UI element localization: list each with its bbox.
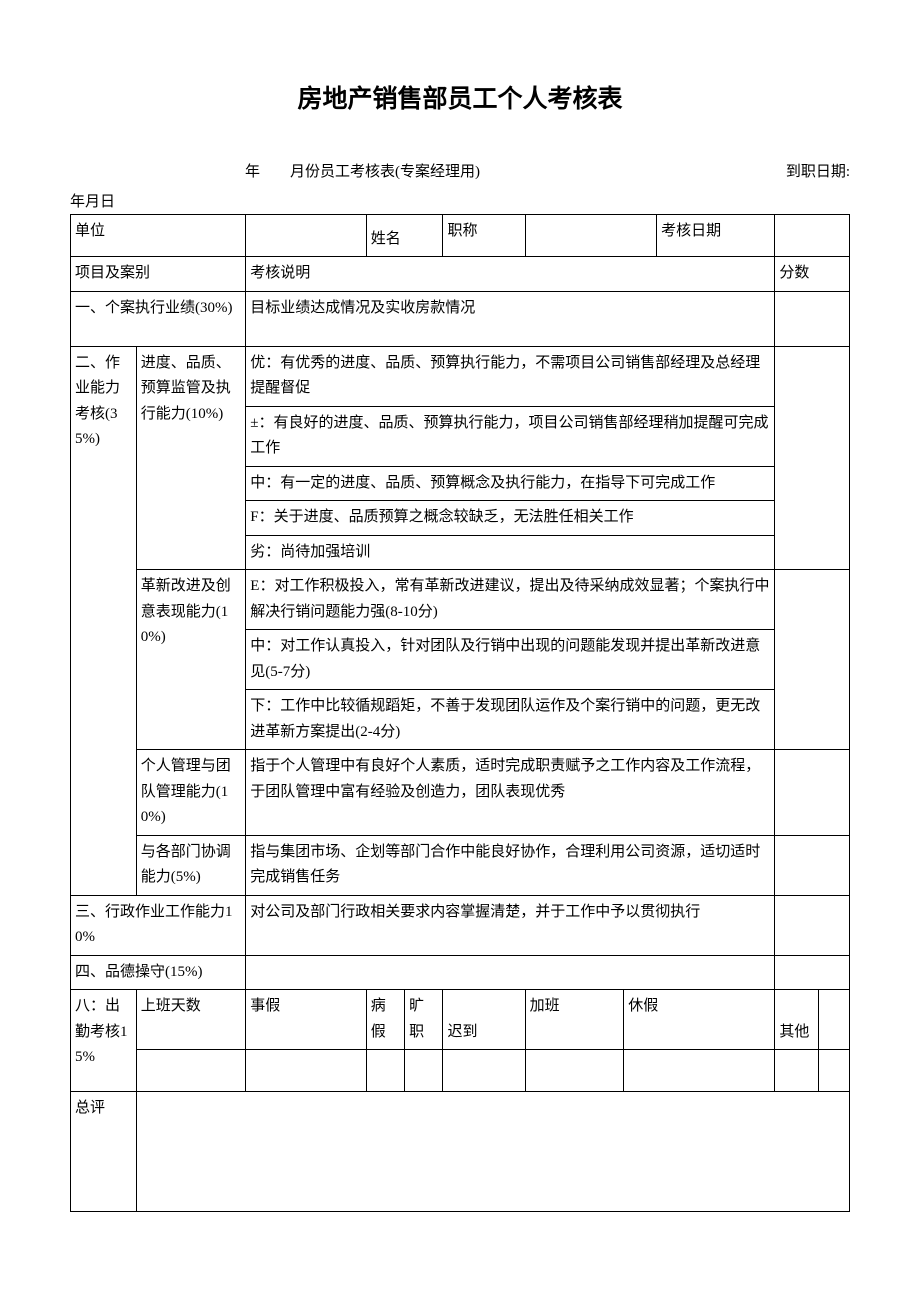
summary-content [136,1092,849,1212]
section1-score [775,291,850,346]
section5-absence: 旷职 [405,990,443,1050]
section5-workdays-val [136,1050,246,1092]
section1-desc: 目标业绩达成情况及实收房款情况 [246,291,775,346]
table-row: 革新改进及创意表现能力(10%) E：对工作积极投入，常有革新改进建议，提出及待… [71,570,850,630]
section2-label: 二、作业能力考核(35%) [71,346,137,895]
table-row: 总评 [71,1092,850,1212]
table-row: 个人管理与团队管理能力(10%) 指于个人管理中有良好个人素质，适时完成职责赋予… [71,750,850,836]
section2-row1-c: 中：有一定的进度、品质、预算概念及执行能力，在指导下可完成工作 [246,466,775,501]
table-row: 二、作业能力考核(35%) 进度、品质、预算监管及执行能力(10%) 优：有优秀… [71,346,850,406]
section2-row1-d: F：关于进度、品质预算之概念较缺乏，无法胜任相关工作 [246,501,775,536]
header-eval-date: 考核日期 [657,215,775,257]
section4-desc [246,955,775,990]
section1-label: 一、个案执行业绩(30%) [71,291,246,346]
evaluation-table: 单位 姓名 职称 考核日期 项目及案别 考核说明 分数 一、个案执行业绩(30%… [70,214,850,1212]
section5-absence-val [405,1050,443,1092]
section5-sick-leave-val [366,1050,404,1092]
summary-label: 总评 [71,1092,137,1212]
table-row: 与各部门协调能力(5%) 指与集团市场、企划等部门合作中能良好协作，合理利用公司… [71,835,850,895]
section5-spare [819,990,850,1050]
table-row: 四、品德操守(15%) [71,955,850,990]
section5-overtime: 加班 [525,990,624,1050]
section2-row1-b: ±：有良好的进度、品质、预算执行能力，项目公司销售部经理稍加提醒可完成工作 [246,406,775,466]
section2-row3-label: 个人管理与团队管理能力(10%) [136,750,246,836]
table-row: 八：出勤考核15% 上班天数 事假 病假 旷职 迟到 加班 休假 其他 [71,990,850,1050]
section5-other-val [775,1050,819,1092]
section3-label: 三、行政作业工作能力10% [71,895,246,955]
section5-sick-leave: 病假 [366,990,404,1050]
section2-row1-label: 进度、品质、预算监管及执行能力(10%) [136,346,246,570]
table-row: 单位 姓名 职称 考核日期 [71,215,850,257]
section2-row2-label: 革新改进及创意表现能力(10%) [136,570,246,750]
section5-workdays: 上班天数 [136,990,246,1050]
table-row: 三、行政作业工作能力10% 对公司及部门行政相关要求内容掌握清楚，并于工作中予以… [71,895,850,955]
section5-label: 八：出勤考核15% [71,990,137,1092]
section2-row1-score [775,346,850,570]
section3-score [775,895,850,955]
section5-late-val [443,1050,525,1092]
section2-row1-a: 优：有优秀的进度、品质、预算执行能力，不需项目公司销售部经理及总经理提醒督促 [246,346,775,406]
ymd-line: 年月日 [70,190,850,214]
section5-vacation: 休假 [624,990,775,1050]
section5-personal-leave-val [246,1050,367,1092]
section2-row4-label: 与各部门协调能力(5%) [136,835,246,895]
section3-desc: 对公司及部门行政相关要求内容掌握清楚，并于工作中予以贯彻执行 [246,895,775,955]
subtitle-right: 到职日期: [786,160,850,184]
section5-late: 迟到 [443,990,525,1050]
section2-row2-c: 下：工作中比较循规蹈矩，不善于发现团队运作及个案行销中的问题，更无改进革新方案提… [246,690,775,750]
section2-row1-e: 劣：尚待加强培训 [246,535,775,570]
table-row: 项目及案别 考核说明 分数 [71,257,850,292]
header-project-case: 项目及案别 [71,257,246,292]
page-title: 房地产销售部员工个人考核表 [70,80,850,120]
section5-other: 其他 [775,990,819,1050]
section2-row3-score [775,750,850,836]
section2-row4-a: 指与集团市场、企划等部门合作中能良好协作，合理利用公司资源，适切适时完成销售任务 [246,835,775,895]
header-position-value [525,215,656,257]
subtitle-left: 年 月份员工考核表(专案经理用) [245,160,480,184]
header-score: 分数 [775,257,850,292]
header-unit-value [246,215,367,257]
section5-overtime-val [525,1050,624,1092]
section2-row2-a: E：对工作积极投入，常有革新改进建议，提出及待采纳成效显著；个案执行中解决行销问… [246,570,775,630]
header-unit: 单位 [71,215,246,257]
subtitle-row: 年 月份员工考核表(专案经理用) 到职日期: [70,160,850,184]
section5-vacation-val [624,1050,775,1092]
section2-row3-a: 指于个人管理中有良好个人素质，适时完成职责赋予之工作内容及工作流程，于团队管理中… [246,750,775,836]
section5-spare-val [819,1050,850,1092]
section2-row2-score [775,570,850,750]
section2-row2-b: 中：对工作认真投入，针对团队及行销中出现的问题能发现并提出革新改进意见(5-7分… [246,630,775,690]
table-row [71,1050,850,1092]
table-row: 一、个案执行业绩(30%) 目标业绩达成情况及实收房款情况 [71,291,850,346]
header-name: 姓名 [366,215,443,257]
section4-label: 四、品德操守(15%) [71,955,246,990]
header-position: 职称 [443,215,525,257]
section5-personal-leave: 事假 [246,990,367,1050]
header-eval-date-value [775,215,850,257]
header-eval-desc: 考核说明 [246,257,775,292]
section2-row4-score [775,835,850,895]
section4-score [775,955,850,990]
